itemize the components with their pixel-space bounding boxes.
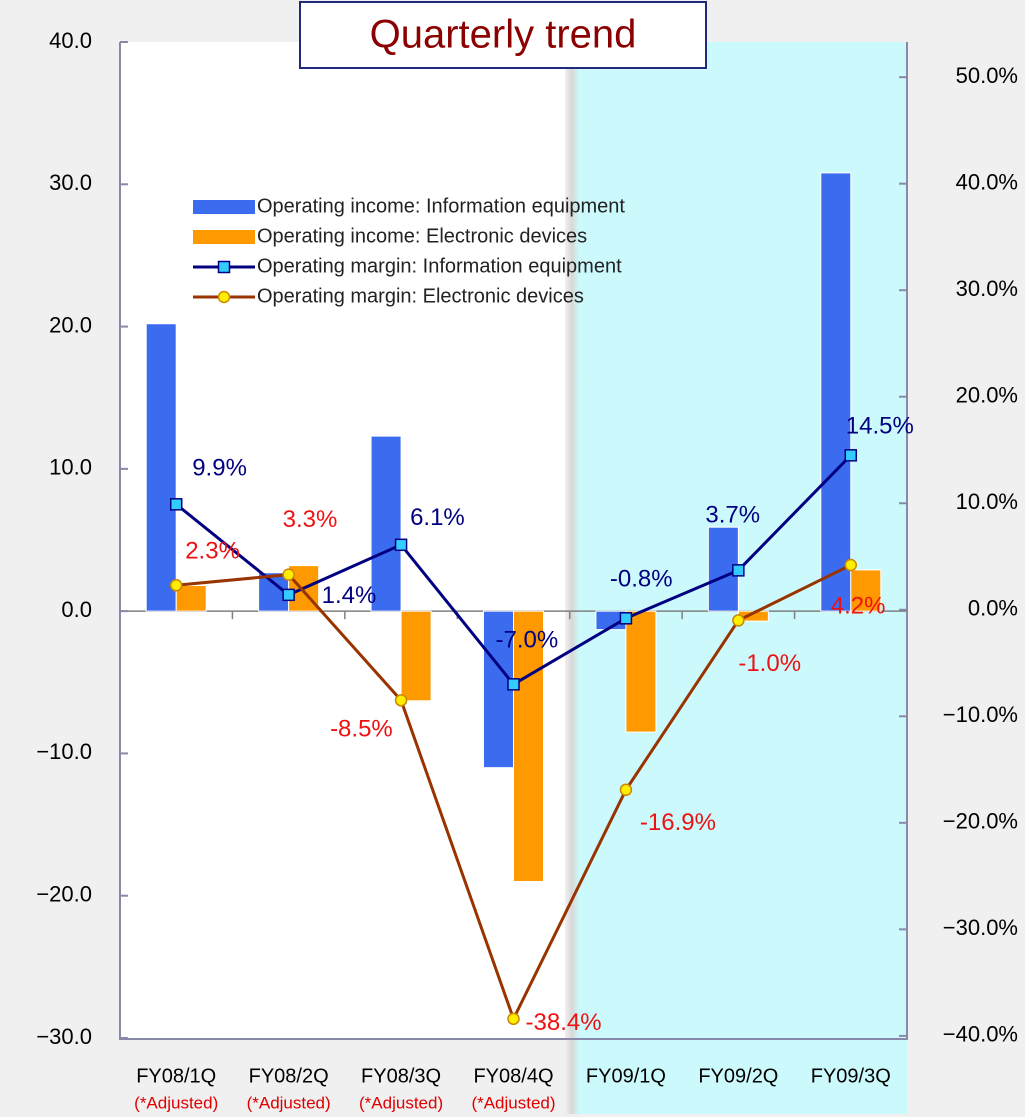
legend-label: Operating margin: Information equipment (257, 255, 622, 277)
y-tick-label: 0.0 (61, 597, 92, 622)
data-label: 4.2% (831, 592, 886, 619)
bar (175, 585, 207, 612)
legend-swatch (193, 200, 255, 214)
bar (513, 610, 544, 882)
bar (370, 435, 402, 612)
category-note: (*Adjusted) (134, 1093, 218, 1112)
y2-tick-label: −40.0% (943, 1022, 1018, 1047)
marker (732, 614, 745, 627)
y2-tick-label: 0.0% (968, 596, 1018, 621)
marker (507, 1012, 520, 1026)
data-label: 14.5% (846, 413, 914, 440)
data-label: -1.0% (738, 650, 801, 677)
marker (844, 558, 858, 572)
data-label: 6.1% (410, 504, 465, 531)
category-note: (*Adjusted) (247, 1093, 331, 1112)
title-box (299, 1, 707, 69)
y2-tick-label: 50.0% (956, 63, 1018, 88)
marker (619, 783, 633, 797)
legend-label: Operating income: Electronic devices (257, 225, 587, 247)
y-tick-label: −10.0 (36, 739, 92, 764)
x-tick-label: FY09/1Q (586, 1065, 666, 1087)
data-label: 3.7% (705, 502, 760, 529)
marker (169, 498, 183, 511)
data-label: 3.3% (283, 506, 338, 533)
legend-label: Operating income: Information equipment (257, 195, 625, 217)
marker (844, 449, 858, 462)
category-note: (*Adjusted) (471, 1093, 555, 1112)
y-tick-label: 20.0 (49, 312, 92, 337)
data-label: 1.4% (322, 582, 377, 609)
legend-swatch (193, 230, 255, 244)
y2-tick-label: 10.0% (956, 489, 1018, 514)
marker (169, 579, 183, 592)
data-label: -16.9% (640, 809, 716, 836)
y2-tick-label: −20.0% (943, 809, 1018, 834)
bar (850, 569, 882, 612)
x-tick-label: FY08/1Q (136, 1065, 216, 1087)
category-note: (*Adjusted) (359, 1093, 443, 1112)
x-tick-label: FY08/2Q (249, 1065, 329, 1087)
legend-marker (217, 290, 231, 304)
data-label: -7.0% (496, 627, 559, 654)
legend-label: Operating margin: Electronic devices (257, 285, 584, 307)
y-tick-label: 10.0 (49, 455, 92, 480)
data-label: 9.9% (192, 455, 247, 482)
bar (625, 610, 657, 733)
x-tick-label: FY08/3Q (361, 1065, 441, 1087)
y-tick-label: 40.0 (49, 28, 92, 53)
bar (820, 172, 852, 612)
marker (394, 538, 408, 552)
y2-tick-label: 20.0% (956, 383, 1018, 408)
y-tick-label: −30.0 (36, 1024, 92, 1049)
y2-tick-label: 30.0% (956, 276, 1018, 301)
bar (145, 323, 177, 612)
data-label: -8.5% (330, 716, 393, 743)
x-tick-label: FY08/4Q (473, 1065, 553, 1087)
x-tick-label: FY09/3Q (811, 1065, 891, 1087)
marker (507, 678, 520, 691)
y2-tick-label: 40.0% (956, 169, 1018, 194)
y-tick-label: −20.0 (36, 882, 92, 907)
data-label: 2.3% (185, 538, 240, 565)
marker (282, 588, 295, 602)
marker (619, 612, 633, 625)
marker (394, 694, 408, 707)
data-label: -38.4% (526, 1009, 602, 1036)
data-label: -0.8% (610, 566, 673, 593)
y-tick-label: 30.0 (49, 170, 92, 195)
x-tick-label: FY09/2Q (698, 1065, 778, 1087)
y2-tick-label: −10.0% (943, 702, 1018, 727)
chart-title: Quarterly trend (370, 13, 637, 57)
y2-tick-label: −30.0% (943, 915, 1018, 940)
legend-marker (217, 260, 231, 274)
bar (400, 610, 432, 702)
marker (282, 568, 295, 581)
separator (565, 42, 579, 1114)
marker (732, 564, 745, 577)
